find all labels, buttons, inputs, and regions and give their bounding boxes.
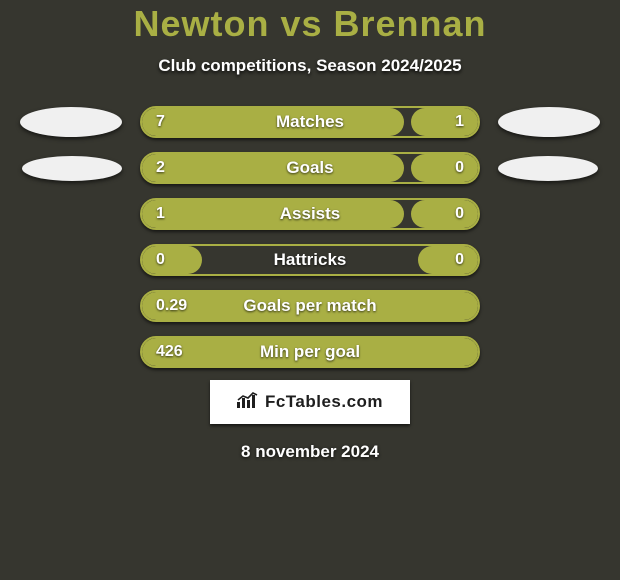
stat-value-left: 0.29 [156, 297, 187, 315]
stat-value-right: 0 [455, 205, 464, 223]
stat-bar-left-fill [142, 200, 404, 228]
player-left-avatar [22, 156, 122, 181]
stat-label: Min per goal [260, 342, 360, 362]
stat-value-left: 2 [156, 159, 165, 177]
stat-row: 7 1 Matches [0, 106, 620, 138]
stat-value-left: 0 [156, 251, 165, 269]
stat-bar: 1 0 Assists [140, 198, 480, 230]
player-right-avatar [498, 107, 600, 137]
stat-label: Assists [280, 204, 340, 224]
stat-bar-left-fill [142, 246, 202, 274]
stat-row: 1 0 Assists [0, 198, 620, 230]
stat-bar-right-fill [418, 246, 478, 274]
stat-bar: 7 1 Matches [140, 106, 480, 138]
stat-value-right: 1 [455, 113, 464, 131]
player-right-avatar [498, 156, 598, 181]
stat-row: 426 Min per goal [0, 336, 620, 368]
subtitle: Club competitions, Season 2024/2025 [158, 56, 461, 76]
page-title: Newton vs Brennan [133, 6, 486, 42]
stat-bar: 0.29 Goals per match [140, 290, 480, 322]
stats-chart: 7 1 Matches 2 0 Goals 1 0 Assists 0 0 Hattricks 0.29… [0, 106, 620, 368]
stat-value-right: 0 [455, 251, 464, 269]
stat-bar-left-fill [142, 154, 404, 182]
stat-bar-right-fill [411, 154, 478, 182]
stat-label: Goals [286, 158, 333, 178]
stat-bar: 426 Min per goal [140, 336, 480, 368]
stat-bar-right-fill [411, 200, 478, 228]
stat-label: Matches [276, 112, 344, 132]
stat-row: 0.29 Goals per match [0, 290, 620, 322]
stat-bar-left-fill [142, 108, 404, 136]
stat-row: 0 0 Hattricks [0, 244, 620, 276]
stat-bar-right-fill [411, 108, 478, 136]
stat-bar: 2 0 Goals [140, 152, 480, 184]
chart-icon [237, 392, 259, 413]
stat-value-left: 426 [156, 343, 183, 361]
stat-value-left: 7 [156, 113, 165, 131]
stat-label: Hattricks [274, 250, 347, 270]
source-badge: FcTables.com [210, 380, 410, 424]
comparison-infographic: Newton vs Brennan Club competitions, Sea… [0, 0, 620, 580]
source-badge-text: FcTables.com [265, 392, 383, 412]
stat-value-right: 0 [455, 159, 464, 177]
stat-label: Goals per match [243, 296, 376, 316]
stat-value-left: 1 [156, 205, 165, 223]
stat-bar: 0 0 Hattricks [140, 244, 480, 276]
player-left-avatar [20, 107, 122, 137]
date-label: 8 november 2024 [241, 442, 379, 462]
stat-row: 2 0 Goals [0, 152, 620, 184]
